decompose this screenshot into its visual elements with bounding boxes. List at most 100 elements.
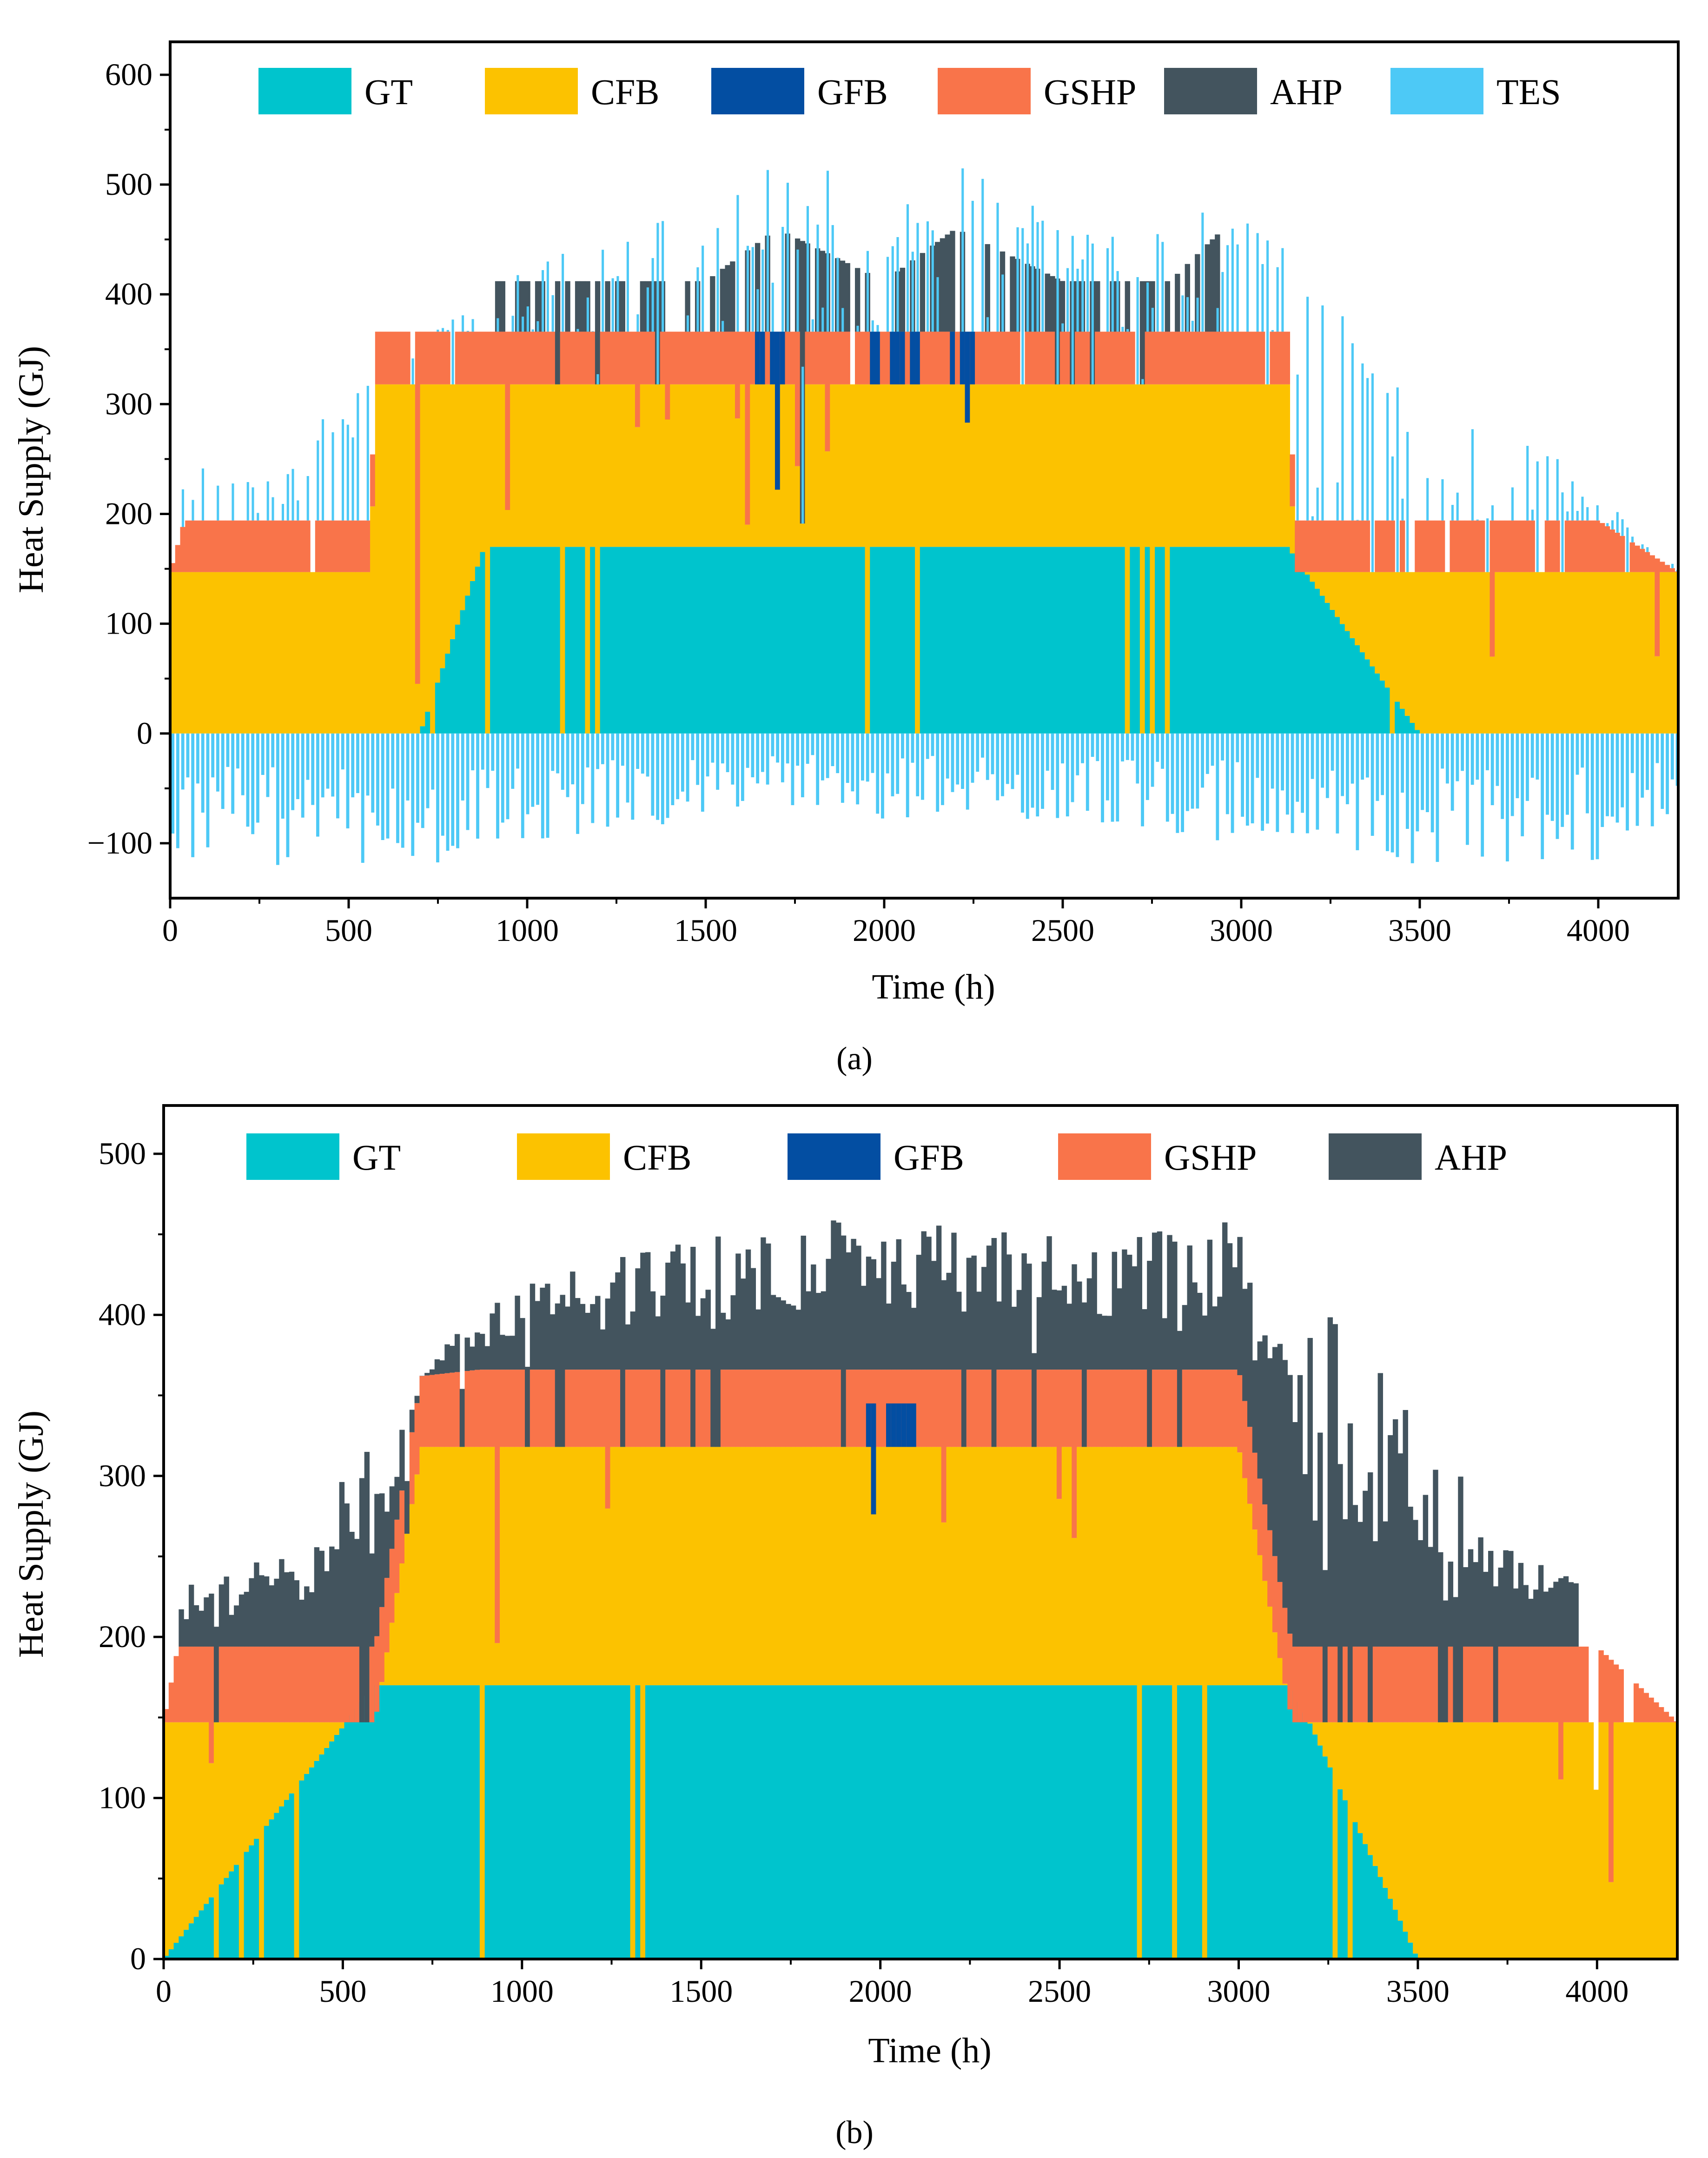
gt-area-segment (930, 547, 935, 734)
ahp-area-segment (906, 1292, 912, 1370)
gshp-area-segment (188, 1646, 194, 1722)
cfb-area-segment (1217, 1447, 1223, 1686)
gt-area-segment (1335, 617, 1340, 734)
gshp-area-segment (930, 331, 935, 384)
cfb-area-segment (1227, 1447, 1233, 1686)
ahp-area-segment (334, 1549, 340, 1647)
tes-discharge-spike (1011, 733, 1014, 789)
tes-charge-spike (636, 314, 639, 332)
cfb-area-segment (1075, 384, 1080, 547)
tes-charge-spike (1001, 274, 1004, 332)
gshp-area-segment (230, 520, 236, 572)
gt-area-segment (841, 1685, 847, 1959)
gshp-area-segment (1000, 331, 1006, 384)
cfb-area-segment (1475, 572, 1480, 734)
gshp-area-segment (1470, 520, 1475, 572)
tes-charge-spike (201, 468, 205, 521)
tes-charge-spike (916, 223, 919, 332)
gshp-area-segment (560, 331, 565, 384)
x-tick-label: 0 (156, 1973, 172, 2009)
cfb-area-segment (389, 1622, 395, 1686)
cfb-area-segment (1059, 384, 1066, 547)
ahp-area-segment (766, 1243, 771, 1370)
gshp-area-segment (735, 331, 741, 419)
gt-area-segment (961, 1685, 967, 1959)
gshp-area-segment (1595, 520, 1600, 572)
ahp-area-segment (845, 263, 850, 332)
x-tick-label: 0 (162, 913, 178, 948)
gshp-area-segment (1059, 331, 1066, 384)
tes-charge-spike (1261, 264, 1264, 332)
ahp-area-segment (1302, 1474, 1308, 1647)
cfb-area-segment (1573, 1722, 1579, 1959)
ahp-area-segment (981, 1267, 987, 1370)
cfb-area-segment (1384, 572, 1390, 688)
cfb-area-segment (1010, 384, 1015, 547)
y-tick-label: 300 (99, 1458, 146, 1493)
gt-area-segment (1081, 1685, 1087, 1959)
gt-area-segment (825, 547, 830, 734)
tes-discharge-spike (1496, 733, 1499, 786)
panel-b-legend: GT CFB GFB GSHP AHP (246, 1133, 1507, 1180)
gt-area-segment (985, 547, 990, 734)
tes-discharge-spike (1271, 733, 1274, 789)
gshp-area-segment (1210, 331, 1215, 384)
gshp-area-segment (811, 1370, 816, 1447)
cfb-area-segment (986, 1447, 992, 1686)
cfb-area-segment (1035, 384, 1040, 547)
ahp-area-segment (429, 1369, 435, 1375)
gshp-area-segment (325, 520, 331, 572)
tes-charge-spike (756, 289, 759, 332)
gt-area-segment (1230, 547, 1235, 734)
tes-charge-spike (1081, 259, 1084, 332)
cfb-area-segment (334, 1722, 340, 1735)
tes-discharge-spike (426, 733, 430, 808)
ahp-area-segment (1137, 1237, 1142, 1370)
cfb-area-segment (950, 384, 955, 547)
ahp-area-segment (896, 1239, 901, 1370)
tes-charge-spike (471, 319, 474, 332)
gt-area-segment (1099, 547, 1106, 734)
gshp-area-segment (916, 1370, 922, 1447)
cfb-area-segment (560, 384, 565, 734)
gt-area-segment (1330, 609, 1335, 734)
gt-area-segment (790, 1685, 796, 1959)
gshp-area-segment (645, 331, 650, 384)
cfb-area-segment (1190, 384, 1195, 547)
cfb-area-segment (195, 572, 201, 734)
ahp-area-segment (1403, 1410, 1408, 1647)
gshp-area-segment (269, 1646, 275, 1722)
ahp-area-segment (1443, 1600, 1449, 1722)
gshp-area-segment (1165, 331, 1170, 384)
cfb-area-segment (260, 572, 265, 734)
tes-discharge-spike (1566, 733, 1569, 815)
gshp-area-segment (1403, 1646, 1408, 1722)
cfb-area-segment (454, 1447, 460, 1686)
gshp-area-segment (1095, 331, 1100, 384)
gt-area-segment (1235, 547, 1240, 734)
gt-area-segment (975, 547, 980, 734)
tes-charge-spike (1036, 222, 1039, 332)
gt-area-segment (765, 547, 770, 734)
cfb-area-segment (1370, 572, 1375, 667)
ahp-area-segment (900, 267, 906, 332)
tes-charge-spike (1226, 245, 1229, 332)
legend-label-cfb: CFB (591, 72, 659, 112)
gshp-area-segment (405, 331, 410, 384)
ahp-area-segment (1533, 1589, 1539, 1647)
ahp-area-segment (289, 1571, 295, 1647)
ahp-area-segment (1147, 1261, 1152, 1447)
gshp-area-segment (1061, 1370, 1067, 1447)
tes-discharge-spike (1661, 733, 1664, 809)
cfb-area-segment (870, 384, 875, 547)
gshp-area-segment (218, 1646, 225, 1722)
gshp-area-segment (355, 520, 361, 572)
cfb-area-segment (1257, 1555, 1263, 1686)
tes-charge-spike (1631, 536, 1634, 543)
gt-area-segment (434, 1685, 440, 1959)
gshp-area-segment (1633, 1683, 1639, 1722)
gshp-area-segment (985, 331, 990, 384)
ahp-area-segment (1433, 1470, 1438, 1647)
tes-discharge-spike (1171, 733, 1174, 814)
tes-charge-spike (1616, 512, 1619, 533)
